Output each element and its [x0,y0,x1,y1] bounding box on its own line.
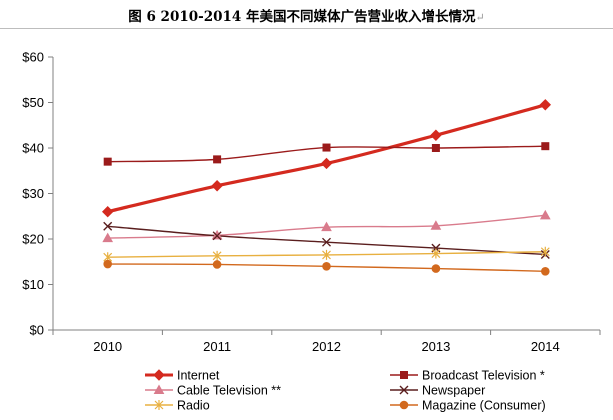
y-tick-label: $0 [30,323,44,338]
y-tick-label: $20 [22,232,44,247]
y-tick-label: $10 [22,277,44,292]
y-tick-label: $50 [22,95,44,110]
data-point-marker [211,180,223,192]
data-point-marker [321,221,332,232]
data-point-marker [322,262,331,271]
data-point-marker [213,155,222,164]
legend-swatch-marker [154,400,164,410]
legend-swatch-marker [399,400,409,410]
data-point-marker [103,221,113,231]
legend-swatch-marker [153,369,165,381]
data-point-marker [539,209,551,220]
data-point-marker [101,205,114,218]
series-lines [107,103,546,273]
data-point-marker [541,267,550,276]
legend-swatch-marker [399,385,409,395]
series-markers [101,99,552,276]
data-point-marker [212,250,222,261]
legend-label: Broadcast Television * [422,369,545,383]
data-point-marker [103,157,112,166]
return-mark-icon: ↵ [475,11,485,24]
y-tick-label: $40 [22,141,44,156]
data-point-marker [212,260,222,269]
data-point-marker [102,232,114,243]
data-point-marker [540,246,550,257]
legend-swatch-marker [400,371,408,379]
x-tick-label: 2013 [421,339,450,354]
chart-axes: $0 $10 $20 $30 $40 $50 $60 2010 2011 2012 2013 2014 [22,50,601,354]
data-point-marker [322,143,331,152]
legend-label: Magazine (Consumer) [422,399,546,413]
legend-swatch-marker [153,384,165,394]
data-point-marker [541,142,550,151]
x-tick-label: 2010 [93,339,122,354]
chart-title: 图 6 2010-2014 年美国不同媒体广告营业收入增长情况↵ [0,5,613,25]
data-point-marker [539,99,552,111]
data-point-marker [431,144,440,152]
data-point-marker [103,259,112,269]
chart-legend: Internet Broadcast Television * Cable Tele… [145,369,546,413]
data-point-marker [212,231,222,241]
data-point-marker [430,220,442,230]
data-point-marker [431,264,441,273]
chart-frame [0,28,613,420]
y-tick-label: $30 [22,186,44,201]
legend-label: Cable Television ** [177,384,281,398]
x-tick-label: 2011 [203,339,231,354]
data-point-marker [322,237,331,247]
legend-label: Newspaper [422,384,485,398]
x-tick-label: 2012 [312,339,341,354]
y-tick-label: $60 [22,50,44,65]
data-point-marker [320,157,333,170]
data-point-marker [430,129,442,141]
x-tick-label: 2014 [531,339,560,354]
legend-label: Internet [177,369,220,383]
data-point-marker [322,249,331,260]
chart-title-text: 图 6 2010-2014 年美国不同媒体广告营业收入增长情况 [128,9,476,25]
legend-label: Radio [177,399,210,413]
data-point-marker [431,248,441,259]
